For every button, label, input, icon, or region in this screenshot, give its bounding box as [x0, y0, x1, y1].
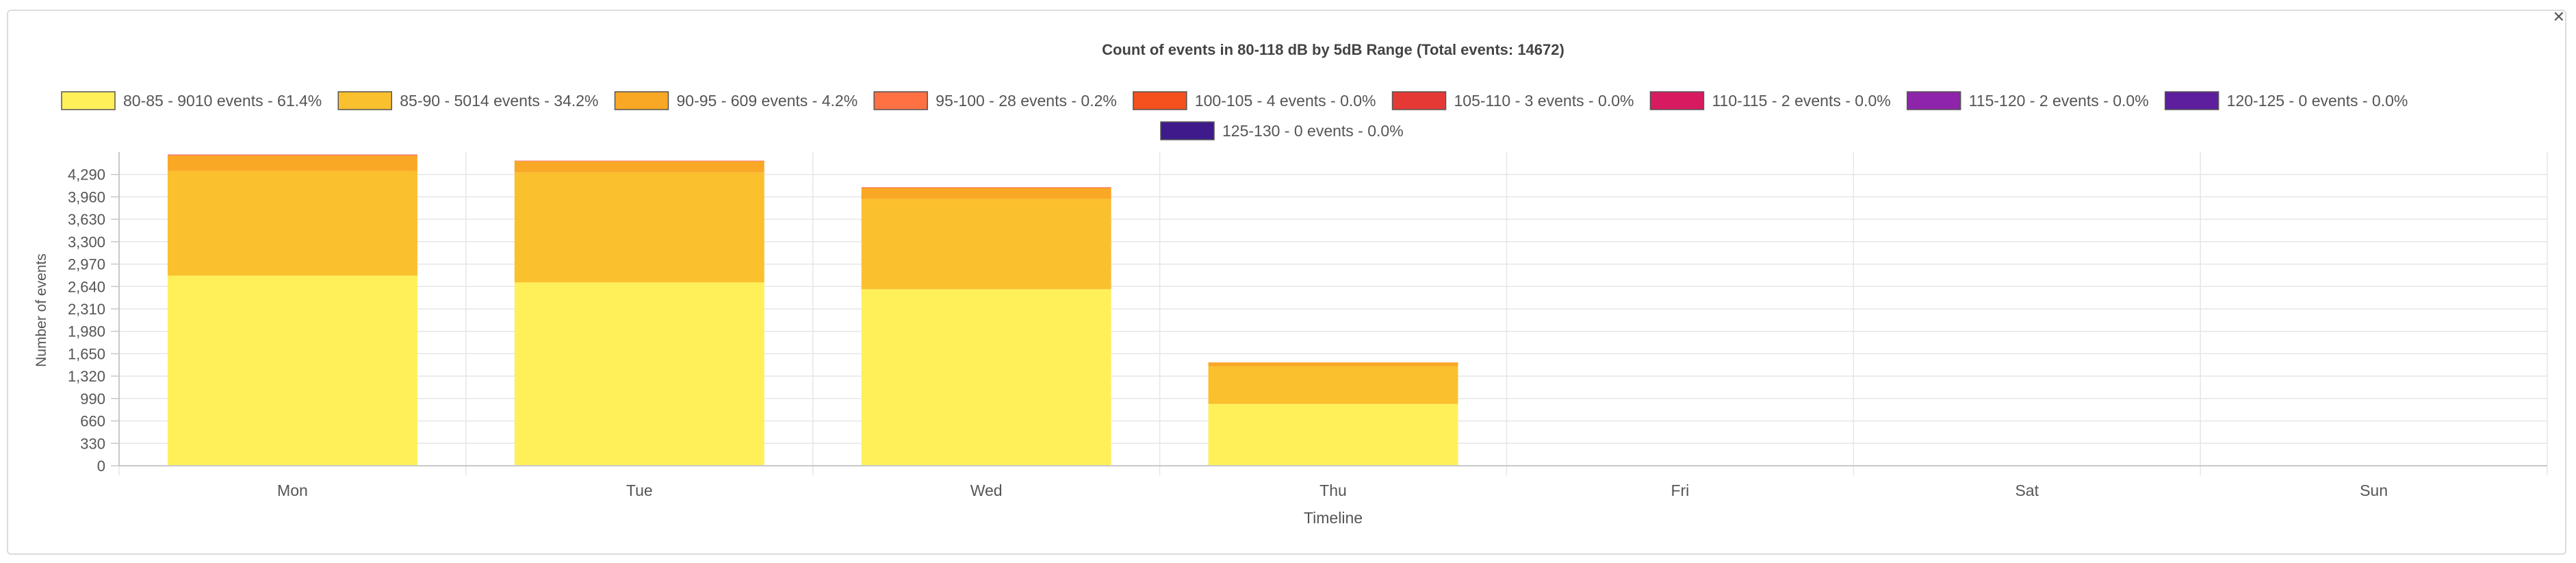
- bar-segment[interactable]: [514, 160, 764, 162]
- legend-label: 115-120 - 2 events - 0.0%: [1969, 92, 2149, 110]
- bar-segment[interactable]: [514, 172, 764, 283]
- legend-swatch: [614, 91, 669, 110]
- legend-swatch: [1391, 91, 1447, 110]
- x-tick-label: Wed: [970, 481, 1003, 499]
- legend-swatch: [873, 91, 928, 110]
- legend-swatch: [1160, 121, 1215, 140]
- y-tick-label: 1,650: [68, 345, 105, 362]
- legend-swatch: [337, 91, 392, 110]
- bar-segment[interactable]: [861, 289, 1111, 466]
- legend-item[interactable]: 100-105 - 4 events - 0.0%: [1133, 91, 1376, 110]
- legend-label: 105-110 - 3 events - 0.0%: [1454, 92, 1634, 110]
- legend-label: 80-85 - 9010 events - 61.4%: [123, 92, 322, 110]
- legend-label: 95-100 - 28 events - 0.2%: [936, 92, 1117, 110]
- legend-item[interactable]: 115-120 - 2 events - 0.0%: [1906, 91, 2149, 110]
- bar-segment[interactable]: [514, 282, 764, 466]
- y-tick-label: 2,310: [68, 301, 105, 318]
- y-tick-label: 3,960: [68, 188, 105, 205]
- y-tick-label: 0: [97, 458, 105, 475]
- legend-item[interactable]: 80-85 - 9010 events - 61.4%: [61, 91, 322, 110]
- y-axis-title: Number of events: [34, 253, 49, 367]
- y-tick-label: 1,320: [68, 368, 105, 385]
- bar-segment[interactable]: [167, 155, 417, 171]
- bar-segment[interactable]: [861, 188, 1111, 199]
- bar-segment[interactable]: [514, 161, 764, 173]
- bar-segment[interactable]: [861, 199, 1111, 290]
- legend-label: 85-90 - 5014 events - 34.2%: [400, 92, 598, 110]
- y-tick-label: 2,970: [68, 256, 105, 273]
- legend-swatch: [61, 91, 116, 110]
- legend-swatch: [1906, 91, 1961, 110]
- y-tick-label: 3,300: [68, 234, 105, 251]
- legend-item[interactable]: 110-115 - 2 events - 0.0%: [1649, 91, 1891, 110]
- bars: [167, 154, 1458, 466]
- x-tick-label: Tue: [626, 481, 653, 499]
- legend-item[interactable]: 85-90 - 5014 events - 34.2%: [337, 91, 599, 110]
- legend-label: 125-130 - 0 events - 0.0%: [1222, 122, 1404, 140]
- x-tick-label: Sat: [2015, 481, 2039, 499]
- y-tick-label: 3,630: [68, 211, 105, 228]
- x-tick-label: Fri: [1671, 481, 1689, 499]
- y-tick-label: 990: [80, 390, 105, 408]
- x-tick-label: Thu: [1319, 481, 1347, 499]
- chart-panel: ✕ Count of events in 80-118 dB by 5dB Ra…: [7, 8, 2566, 555]
- legend-item[interactable]: 105-110 - 3 events - 0.0%: [1391, 91, 1634, 110]
- legend-swatch: [1649, 91, 1705, 110]
- legend-label: 100-105 - 4 events - 0.0%: [1195, 92, 1376, 110]
- x-tick-label: Mon: [277, 481, 308, 499]
- legend-item[interactable]: 120-125 - 0 events - 0.0%: [2164, 91, 2408, 110]
- stacked-bar-chart: Count of events in 80-118 dB by 5dB Rang…: [34, 41, 2548, 527]
- y-tick-label: 330: [80, 435, 105, 452]
- legend: 80-85 - 9010 events - 61.4% 85-90 - 5014 …: [61, 91, 2408, 140]
- bar-segment[interactable]: [1208, 403, 1458, 466]
- x-axis-title: Timeline: [1304, 509, 1363, 527]
- chart-title: Count of events in 80-118 dB by 5dB Rang…: [1102, 41, 1564, 58]
- axes: 0 330 660 990 1,320 1,650 1,980 2,310 2,640 2,970…: [68, 152, 2547, 499]
- y-tick-label: 4,290: [68, 166, 105, 184]
- legend-label: 90-95 - 609 events - 4.2%: [677, 92, 858, 110]
- bar-segment[interactable]: [1208, 366, 1458, 404]
- legend-label: 120-125 - 0 events - 0.0%: [2227, 92, 2408, 110]
- legend-item[interactable]: 125-130 - 0 events - 0.0%: [1160, 121, 1404, 140]
- legend-label: 110-115 - 2 events - 0.0%: [1712, 92, 1890, 110]
- legend-item[interactable]: 95-100 - 28 events - 0.2%: [873, 91, 1117, 110]
- y-tick-label: 660: [80, 413, 105, 430]
- legend-item[interactable]: 90-95 - 609 events - 4.2%: [614, 91, 858, 110]
- y-tick-label: 2,640: [68, 278, 105, 295]
- bar-segment[interactable]: [167, 171, 417, 276]
- bar-segment[interactable]: [167, 275, 417, 466]
- legend-swatch: [2164, 91, 2219, 110]
- y-tick-label: 1,980: [68, 323, 105, 340]
- legend-swatch: [1133, 91, 1187, 110]
- close-icon[interactable]: ✕: [2552, 8, 2565, 25]
- bar-segment[interactable]: [1208, 362, 1458, 366]
- x-tick-label: Sun: [2360, 481, 2388, 499]
